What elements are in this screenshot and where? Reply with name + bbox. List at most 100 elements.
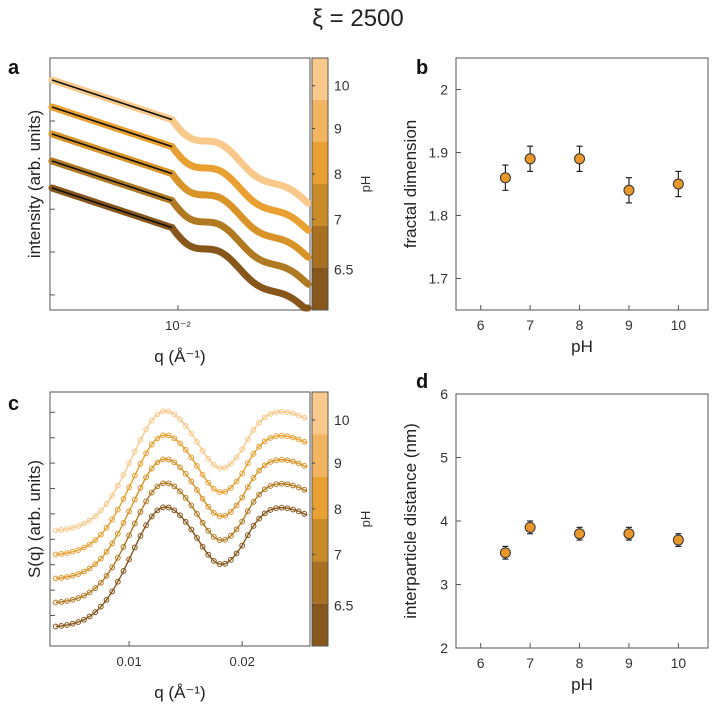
data-point xyxy=(290,458,296,465)
data-point xyxy=(114,506,121,513)
colorbar-band xyxy=(312,392,328,435)
data-point xyxy=(109,588,116,595)
data-point xyxy=(623,528,635,540)
data-point xyxy=(267,507,274,513)
data-point xyxy=(267,435,274,441)
y-tick-label: 4 xyxy=(440,513,448,529)
data-point xyxy=(81,520,87,527)
data-point xyxy=(52,551,59,558)
data-point xyxy=(295,460,302,467)
colorbar-tick-label: 7 xyxy=(334,211,342,227)
data-point xyxy=(524,521,536,533)
data-point xyxy=(222,536,229,543)
data-point xyxy=(165,480,172,487)
data-point xyxy=(211,509,217,516)
data-point xyxy=(672,534,684,546)
data-point xyxy=(188,502,195,509)
data-point xyxy=(81,592,87,599)
data-point xyxy=(261,414,268,421)
data-point xyxy=(69,548,76,555)
data-point xyxy=(97,531,104,538)
data-point xyxy=(290,434,296,441)
data-point xyxy=(154,411,161,418)
data-point xyxy=(86,589,93,596)
x-tick-label: 8 xyxy=(576,317,584,333)
data-point xyxy=(109,492,116,499)
data-point xyxy=(165,456,172,463)
data-point xyxy=(75,571,82,577)
colorbar-band xyxy=(312,519,328,562)
data-point xyxy=(227,532,234,539)
data-point xyxy=(205,551,212,558)
data-point xyxy=(205,503,212,510)
data-point xyxy=(211,485,217,492)
data-point xyxy=(261,510,268,517)
data-point xyxy=(244,436,251,443)
data-point xyxy=(86,565,93,572)
data-point xyxy=(250,499,257,505)
data-point xyxy=(256,443,263,450)
x-tick-label: 6 xyxy=(477,655,485,671)
data-point xyxy=(165,432,172,439)
colorbar-band xyxy=(312,603,328,646)
colorbar-tick-label: 6.5 xyxy=(334,262,354,278)
data-point xyxy=(143,474,149,481)
data-point xyxy=(52,623,59,630)
data-point xyxy=(126,484,133,491)
data-point xyxy=(194,463,200,469)
colorbar-tick-label: 10 xyxy=(334,412,350,428)
data-point xyxy=(301,414,308,421)
data-point xyxy=(126,556,133,563)
data-point xyxy=(69,572,76,579)
data-point xyxy=(131,544,138,551)
data-point xyxy=(154,507,161,514)
data-point xyxy=(233,454,240,461)
data-point xyxy=(244,532,251,539)
data-point xyxy=(109,540,116,547)
data-point xyxy=(278,432,285,439)
data-point xyxy=(103,548,110,555)
x-tick-label: 10 xyxy=(671,317,687,333)
data-point xyxy=(97,555,104,562)
data-point xyxy=(301,486,308,493)
data-point xyxy=(227,484,234,491)
data-point xyxy=(92,561,99,568)
data-point xyxy=(216,489,223,495)
data-point xyxy=(222,512,229,519)
data-point xyxy=(211,557,217,564)
colorbar-tick-label: 8 xyxy=(334,166,342,182)
data-point xyxy=(148,489,155,496)
data-point xyxy=(148,465,155,472)
data-point xyxy=(114,578,121,585)
data-point xyxy=(137,509,144,515)
data-point xyxy=(148,417,155,424)
data-point xyxy=(81,616,87,623)
data-point xyxy=(244,484,251,491)
data-point xyxy=(131,448,138,455)
data-point xyxy=(58,550,65,557)
data-point xyxy=(301,510,308,517)
y-axis-label: intensity (arb. units) xyxy=(25,110,44,258)
data-point xyxy=(103,596,110,603)
x-tick-label: 9 xyxy=(625,655,633,671)
data-point xyxy=(103,524,110,531)
data-point xyxy=(69,524,76,531)
data-point xyxy=(171,459,178,466)
data-point xyxy=(284,481,291,488)
data-point xyxy=(261,486,268,493)
colorbar-label: pH xyxy=(358,511,373,528)
x-tick-label: 6 xyxy=(477,317,485,333)
panel-label-b: b xyxy=(416,57,428,79)
data-point xyxy=(256,515,263,522)
data-point xyxy=(52,575,59,582)
data-point xyxy=(182,518,189,525)
x-tick-label: 0.02 xyxy=(230,654,255,669)
panel-c: c 0.01 0.02 q (Å⁻¹) S(q) (arb. units) xyxy=(8,391,311,702)
data-point xyxy=(52,599,59,606)
data-point xyxy=(267,411,274,417)
y-axis-label: interparticle distance (nm) xyxy=(401,423,420,619)
data-point xyxy=(97,603,104,610)
data-point xyxy=(233,526,240,533)
data-point xyxy=(58,574,65,581)
colorbar-tick-label: 8 xyxy=(334,501,342,517)
